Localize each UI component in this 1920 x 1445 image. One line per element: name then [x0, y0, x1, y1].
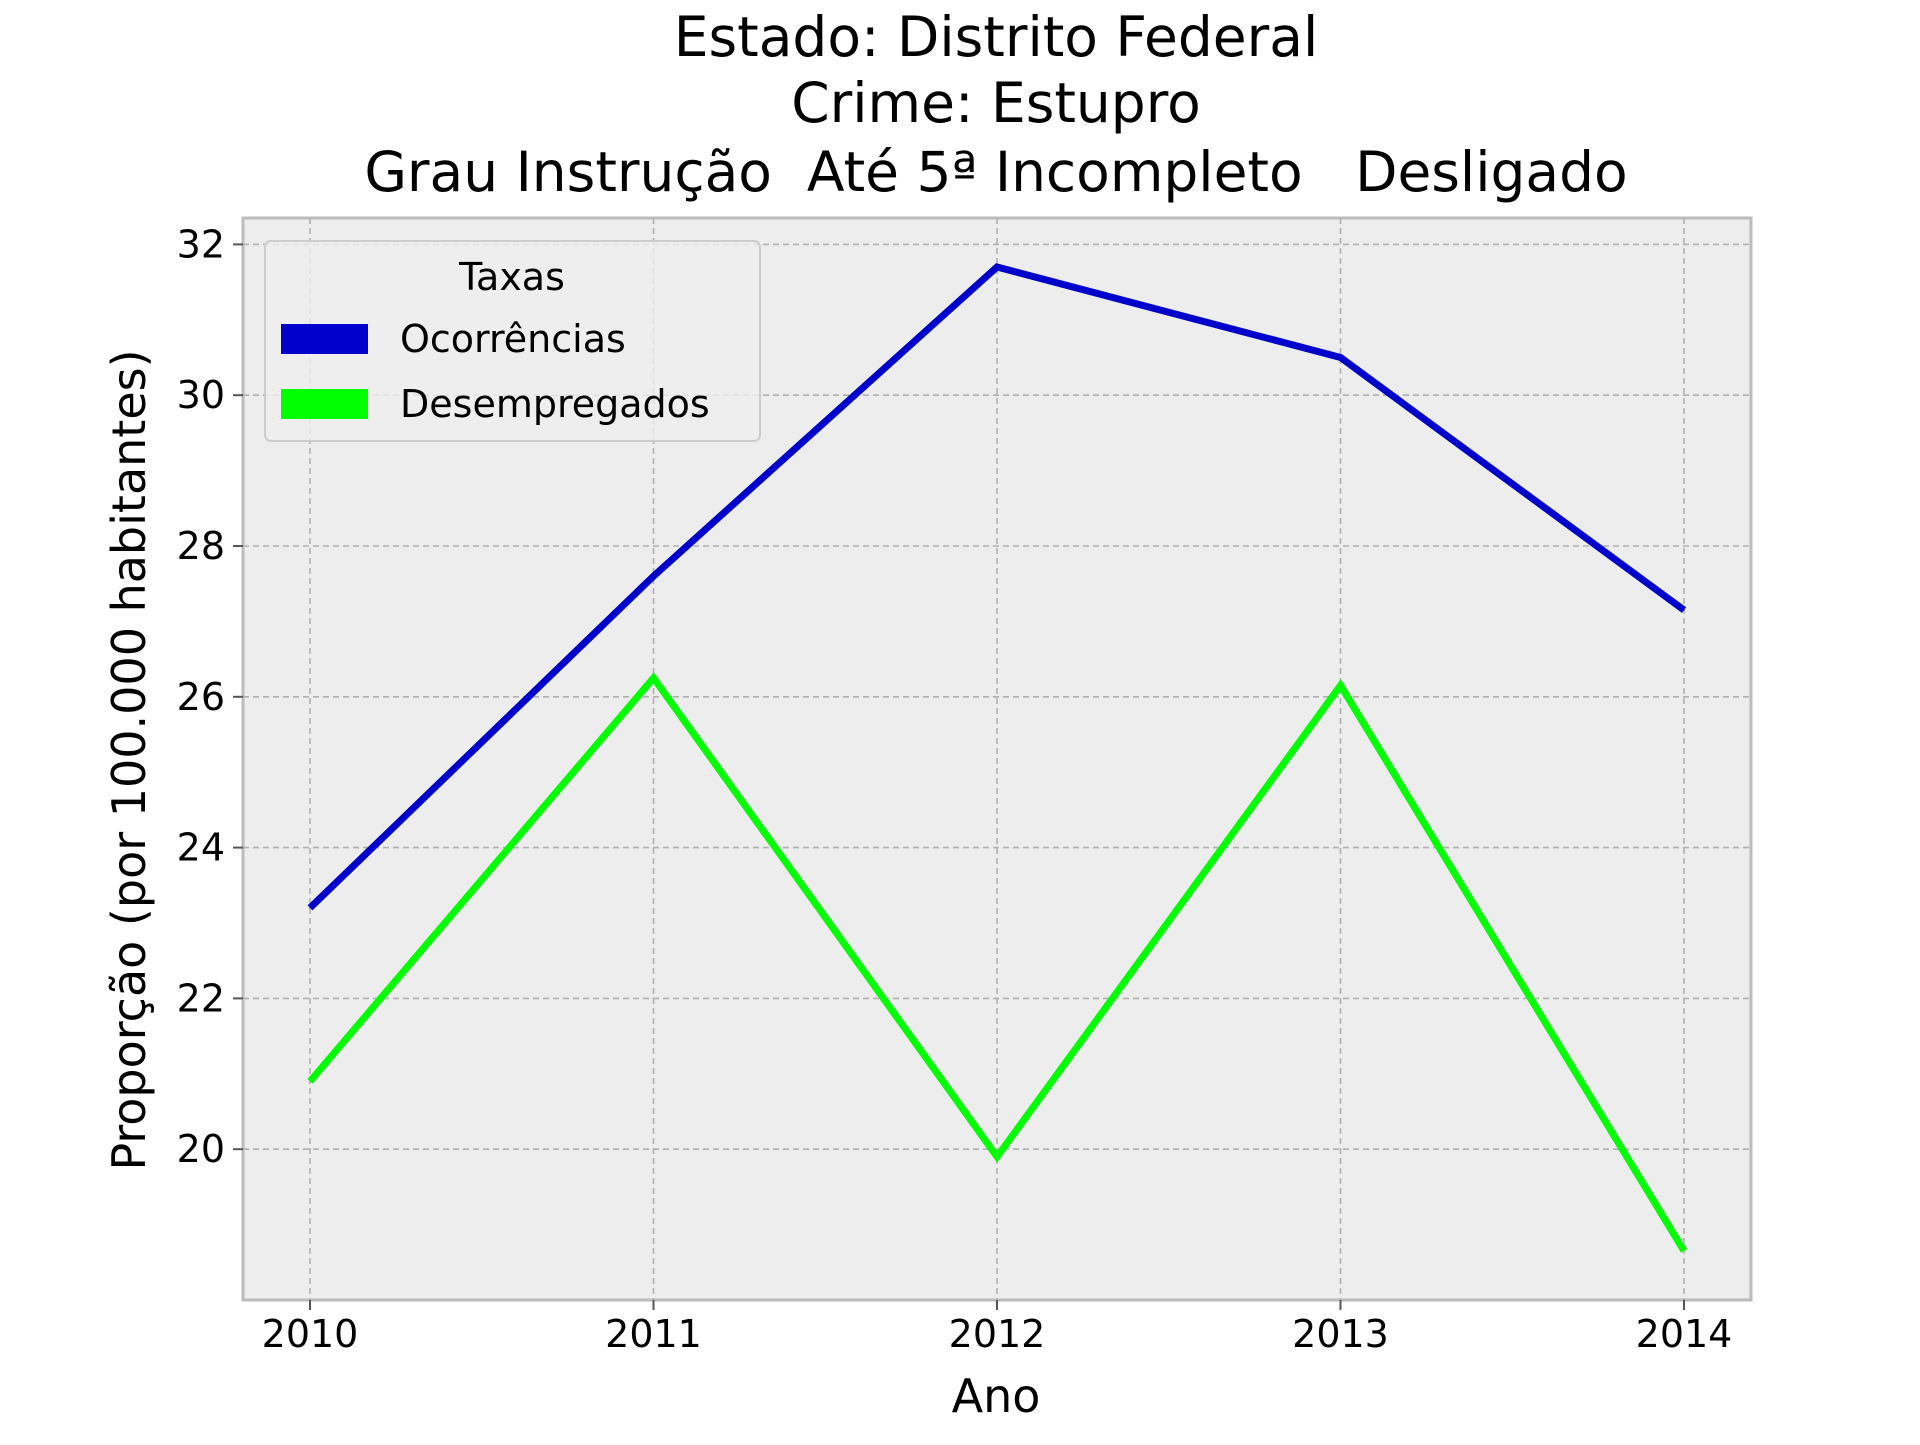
chart-title-line-2: Crime: Estupro	[791, 71, 1201, 135]
y-tick-label: 26	[177, 675, 225, 719]
chart-title-line-1: Estado: Distrito Federal	[674, 5, 1319, 69]
legend-swatch-ocorrencias	[281, 324, 368, 354]
y-tick-label: 30	[177, 373, 225, 417]
data-point-desempregados	[1683, 1250, 1685, 1252]
data-point-ocorrencias	[996, 266, 998, 268]
data-point-desempregados	[996, 1156, 998, 1158]
x-tick-label: 2012	[949, 1312, 1046, 1356]
data-point-desempregados	[653, 677, 654, 679]
data-point-desempregados	[309, 1080, 311, 1082]
chart-title-line-3: Grau Instrução Até 5ª Incompleto Desliga…	[364, 140, 1627, 204]
legend-frame	[264, 240, 761, 442]
data-point-desempregados	[1340, 684, 1341, 686]
legend-label-desempregados: Desempregados	[400, 382, 710, 426]
series-lines	[307, 263, 1687, 1253]
x-tick-label: 2011	[605, 1312, 702, 1356]
y-tick-label: 22	[177, 976, 225, 1020]
data-point-ocorrencias	[309, 907, 311, 909]
axis-ticks: 2010 2011 2012 2013 2014 20 22 24 26 28 30 32	[177, 222, 1733, 1356]
y-tick-label: 20	[177, 1127, 225, 1171]
y-axis-label: Proporção (por 100.000 habitantes)	[102, 349, 156, 1170]
y-tick-label: 32	[177, 222, 225, 266]
y-tick-label: 24	[177, 826, 225, 870]
x-tick-label: 2010	[262, 1312, 359, 1356]
data-point-ocorrencias	[1683, 609, 1685, 611]
legend-title: Taxas	[458, 255, 565, 299]
x-tick-label: 2014	[1636, 1312, 1733, 1356]
legend-swatch-desempregados	[281, 389, 368, 419]
legend: Taxas Ocorrências Desempregados	[264, 240, 761, 442]
x-axis-label: Ano	[952, 1369, 1041, 1423]
data-point-ocorrencias	[653, 575, 654, 577]
legend-label-ocorrencias: Ocorrências	[400, 317, 626, 361]
x-tick-label: 2013	[1292, 1312, 1389, 1356]
y-tick-label: 28	[177, 524, 225, 568]
data-point-ocorrencias	[1340, 356, 1341, 358]
